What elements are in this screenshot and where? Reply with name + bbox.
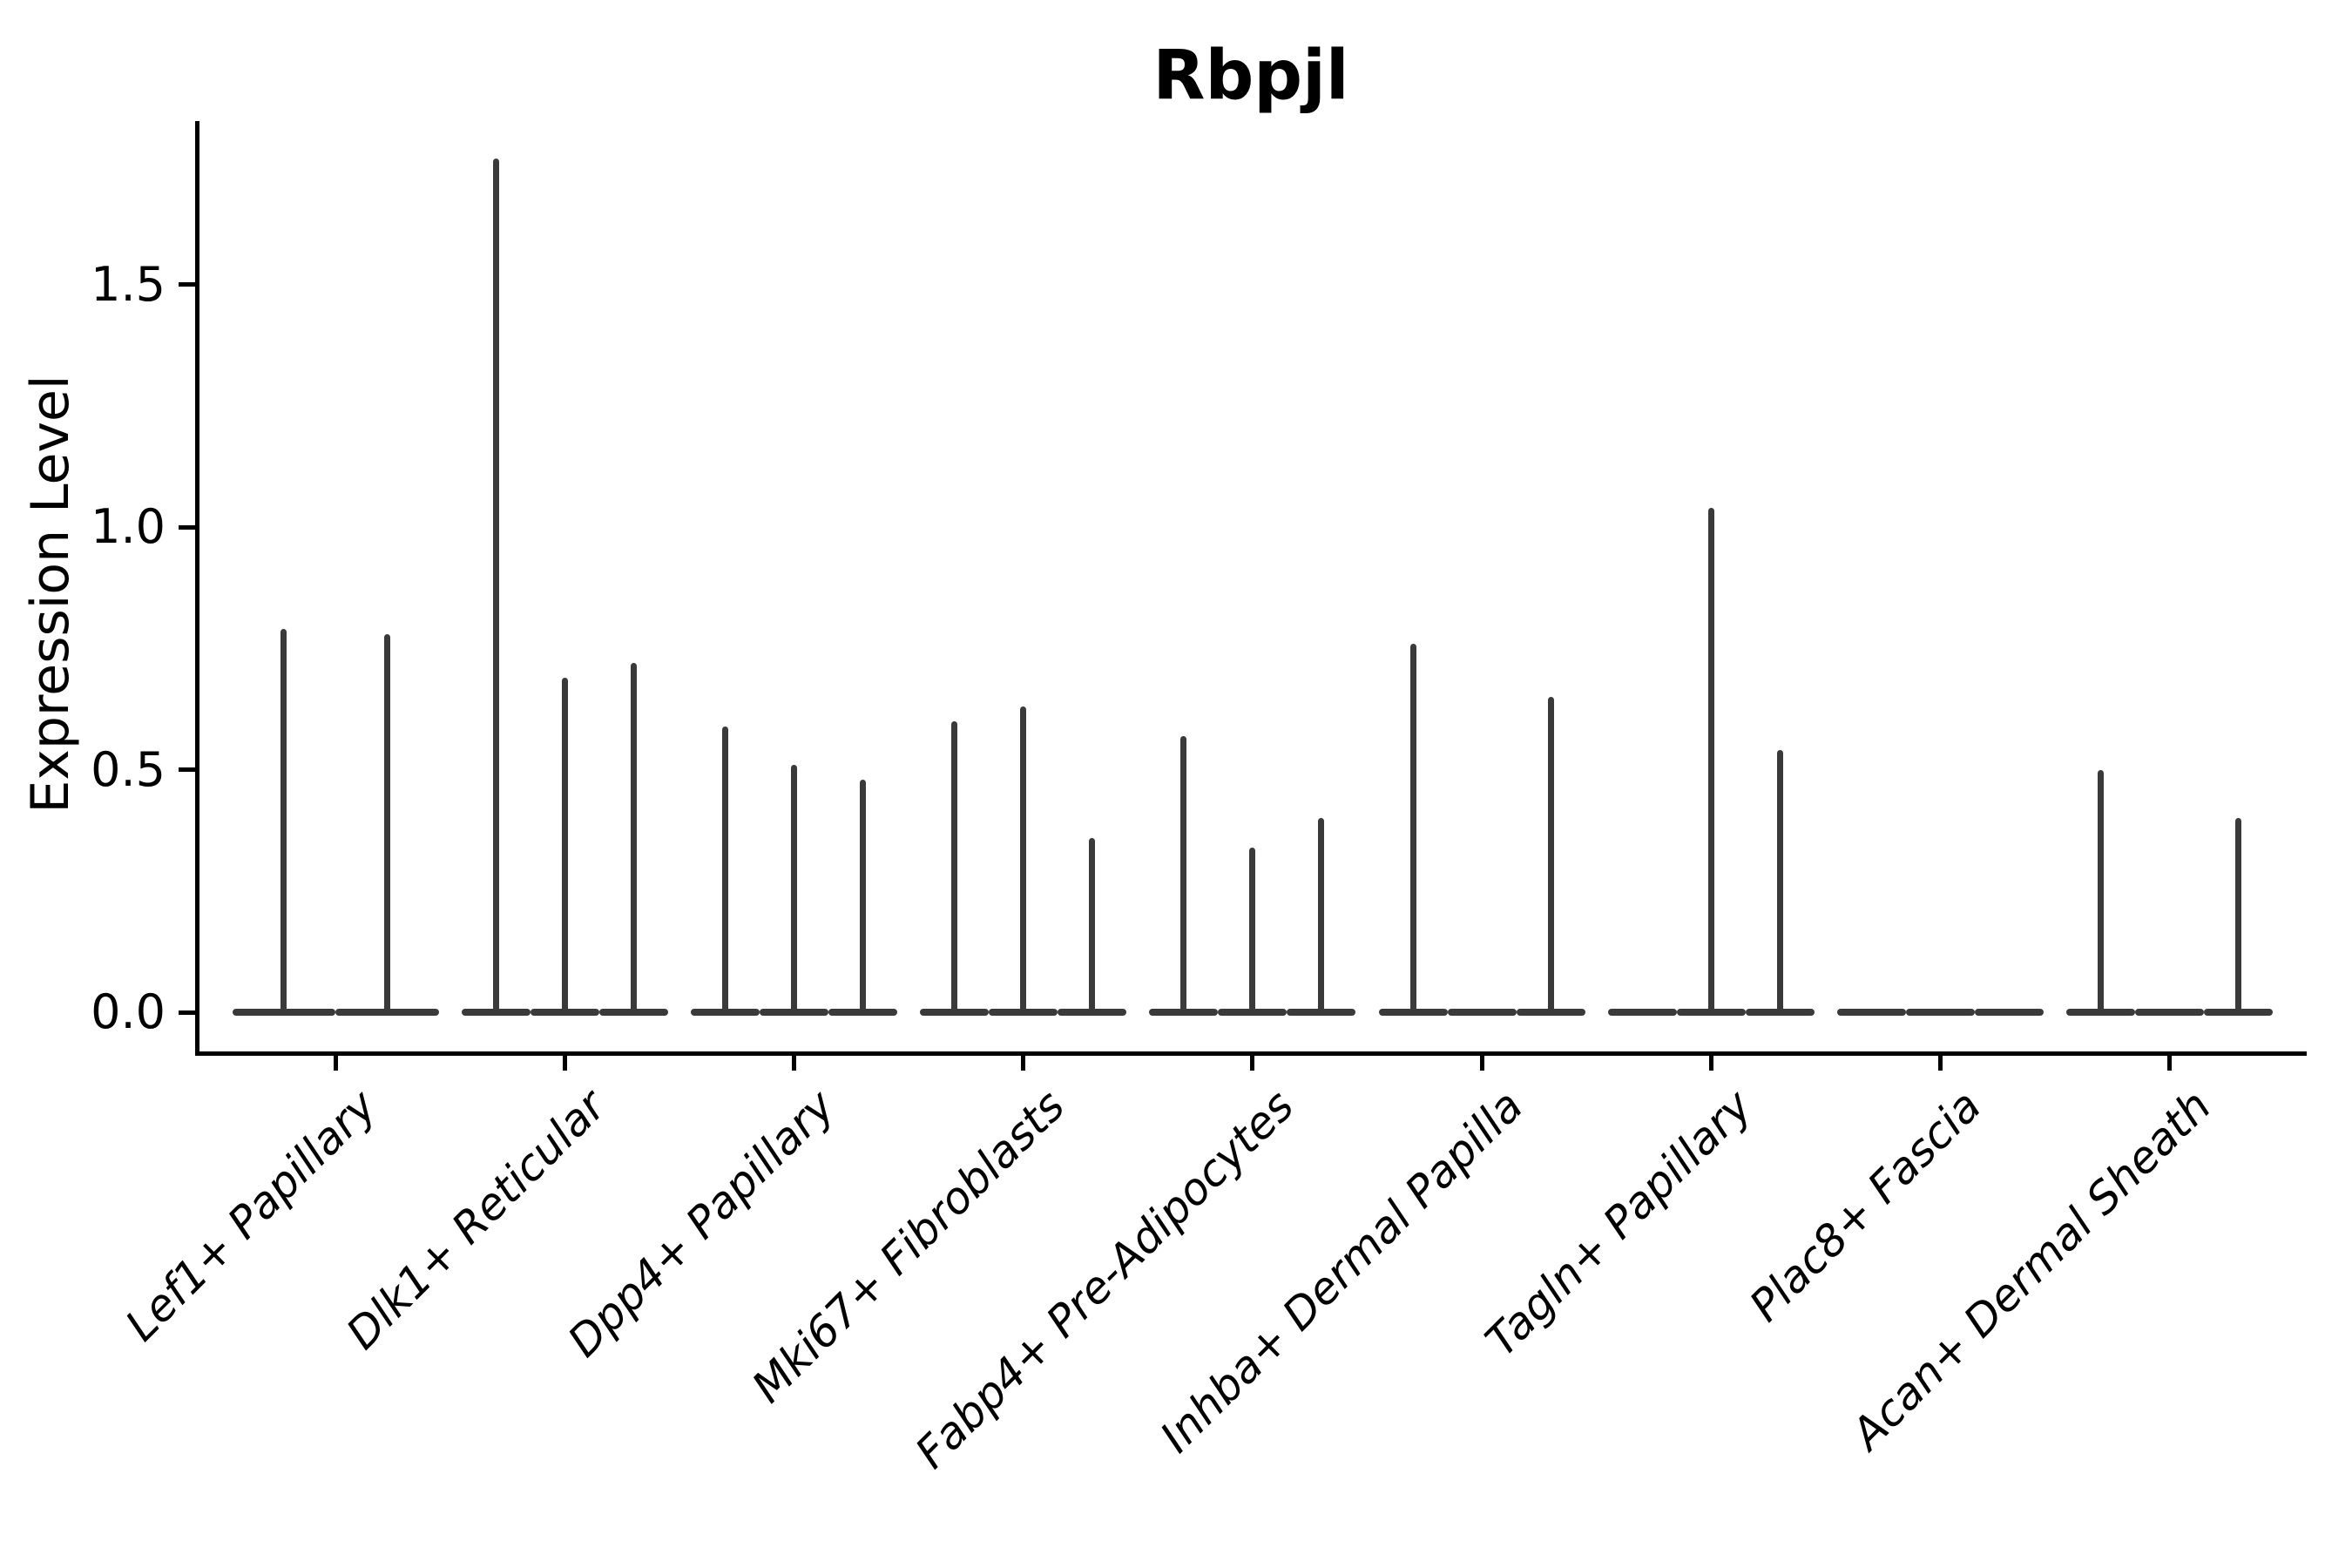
violin-spike: [561, 677, 568, 1015]
x-tick-mark: [2167, 1053, 2173, 1071]
violin-spike: [1707, 508, 1714, 1015]
x-tick-mark: [562, 1053, 567, 1071]
violin-spike: [790, 765, 797, 1015]
violin-spike: [383, 633, 390, 1015]
violin-baseline: [1447, 1009, 1517, 1016]
violin-spike: [721, 726, 728, 1015]
violin-baseline: [1974, 1009, 2044, 1016]
y-tick-mark: [179, 524, 196, 530]
y-tick-label: 0.0: [91, 984, 166, 1039]
x-tick-label: Plac8+ Fascia: [1740, 1080, 1991, 1332]
y-tick-mark: [179, 1010, 196, 1015]
violin-baseline: [1905, 1009, 1975, 1016]
violin-spike: [1180, 735, 1187, 1015]
violin-spike: [2098, 769, 2105, 1015]
violin-spike: [951, 720, 958, 1015]
x-tick-label: Fabp4+ Pre-Adipocytes: [905, 1080, 1304, 1478]
violin-spike: [2235, 818, 2242, 1015]
violin-spike: [630, 663, 637, 1015]
x-tick-mark: [333, 1053, 338, 1071]
x-tick-mark: [1708, 1053, 1713, 1071]
violin-spike: [1547, 697, 1554, 1015]
x-tick-mark: [1937, 1053, 1943, 1071]
chart-title: Rbpjl: [1152, 37, 1349, 115]
x-tick-mark: [1021, 1053, 1026, 1071]
violin-spike: [1776, 750, 1783, 1015]
violin-baseline: [1607, 1009, 1677, 1016]
violin-spike: [492, 159, 499, 1015]
x-tick-mark: [791, 1053, 796, 1071]
violin-spike: [859, 779, 866, 1015]
x-tick-label: Lef1+ Papillary: [116, 1080, 387, 1351]
violin-spike: [1249, 847, 1256, 1015]
y-tick-mark: [179, 767, 196, 773]
y-tick-mark: [179, 282, 196, 287]
x-tick-mark: [1479, 1053, 1484, 1071]
violin-spike: [1020, 706, 1027, 1015]
violin-spike: [1318, 818, 1325, 1015]
x-tick-mark: [1250, 1053, 1255, 1071]
violin-baseline: [2135, 1009, 2205, 1016]
y-tick-label: 1.5: [91, 256, 166, 312]
y-tick-label: 0.5: [91, 741, 166, 797]
violin-spike: [1089, 837, 1096, 1015]
violin-spike: [1409, 643, 1416, 1015]
y-tick-label: 1.0: [91, 499, 166, 555]
y-axis-spine: [195, 121, 199, 1056]
violin-spike: [280, 629, 287, 1015]
violin-baseline: [1836, 1009, 1906, 1016]
